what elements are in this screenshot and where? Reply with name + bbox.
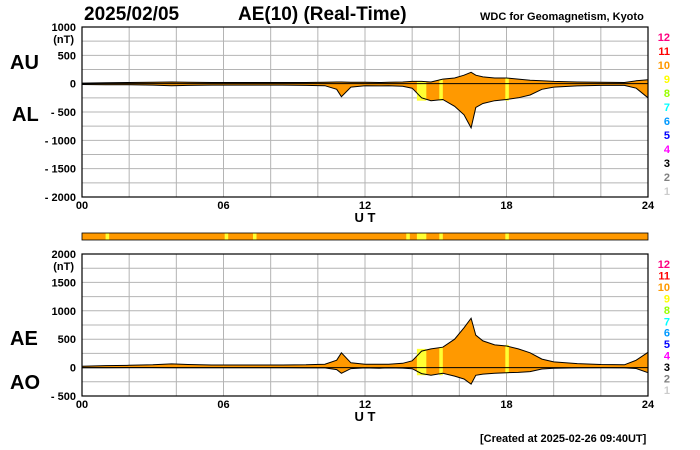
ae-ao-highlight [505, 344, 509, 374]
ae-ao-station-scale-label: 10 [658, 282, 670, 294]
au-al-station-scale-label: 10 [658, 60, 670, 72]
au-al-y-tick-label: - 500 [51, 107, 76, 119]
au-al-x-axis-label: U T [355, 210, 376, 225]
ae-ao-highlight [416, 348, 427, 376]
date-title: 2025/02/05 [84, 4, 180, 25]
ae-ao-x-tick-label: 18 [500, 399, 512, 411]
au-al-station-scale-label: 5 [664, 130, 670, 142]
ae-ao-station-scale-label: 8 [664, 305, 670, 317]
ae-ao-station-scale-label: 2 [664, 374, 670, 386]
station-count-segment [252, 233, 257, 240]
au-al-highlight [439, 79, 443, 101]
au-al-station-scale-label: 7 [664, 102, 670, 114]
station-count-segment [406, 233, 410, 240]
ae-ao-x-axis-label: U T [355, 409, 376, 424]
ao-label: AO [10, 372, 40, 394]
ae-ao-station-scale-label: 1 [664, 385, 670, 397]
au-al-y-tick-label: - 1000 [45, 135, 76, 147]
ae-ao-station-scale-label: 4 [664, 351, 671, 363]
ae-ao-y-tick-label: 500 [58, 334, 76, 346]
ae-ao-station-scale-label: 6 [664, 328, 670, 340]
ae-ao-station-scale-label: 9 [664, 293, 670, 305]
ae-ao-ae-line [81, 317, 649, 367]
ae-ao-y-tick-label: 0 [70, 363, 76, 375]
au-al-station-scale-label: 3 [664, 158, 670, 170]
station-count-bar [81, 232, 649, 241]
au-al-y-tick-label: 0 [70, 79, 76, 91]
created-timestamp: [Created at 2025-02-26 09:40UT] [480, 433, 647, 445]
au-al-station-scale-label: 8 [664, 88, 670, 100]
au-al-station-scale-label: 2 [664, 172, 670, 184]
au-al-x-tick-label: 12 [359, 200, 371, 212]
au-al-x-tick-label: 06 [217, 200, 229, 212]
ae-label: AE [10, 328, 38, 350]
au-al-al-line [81, 84, 649, 130]
index-title: AE(10) (Real-Time) [238, 4, 407, 25]
ae-ao-y-tick-label: 2000 [52, 249, 76, 261]
au-al-au-line [81, 71, 649, 84]
ae-ao-y-tick-label: 1000 [52, 306, 76, 318]
au-al-y-tick-label: - 2000 [45, 192, 76, 204]
source-label: WDC for Geomagnetism, Kyoto [480, 11, 644, 23]
ae-ao-frame [81, 253, 649, 397]
ae-ao-station-scale-label: 7 [664, 316, 670, 328]
au-al-y-tick-label: 500 [58, 50, 76, 62]
ae-ao-highlight [439, 347, 443, 376]
au-al-station-scale-label: 11 [658, 46, 670, 58]
au-al-station-scale-label: 1 [664, 186, 670, 198]
station-count-segment [505, 233, 509, 240]
ae-ao-y-tick-label: - 500 [51, 391, 76, 403]
au-al-y-tick-label: - 1500 [45, 164, 76, 176]
au-al-unit-label: (nT) [53, 34, 74, 46]
ae-ao-station-scale-label: 3 [664, 362, 670, 374]
au-al-frame [81, 26, 649, 198]
au-al-station-scale-label: 9 [664, 74, 670, 86]
au-al-station-scale-label: 6 [664, 116, 670, 128]
station-count-segment [224, 233, 229, 240]
au-al-station-scale-label: 12 [658, 32, 670, 44]
au-al-highlight [416, 81, 427, 101]
au-al-highlight [505, 78, 509, 101]
au-al-x-tick-label: 18 [500, 200, 512, 212]
ae-ao-station-scale-label: 5 [664, 339, 670, 351]
ae-ao-x-tick-label: 12 [359, 399, 371, 411]
station-count-segment [439, 233, 443, 240]
au-label: AU [10, 52, 39, 74]
station-count-segment [105, 233, 110, 240]
ae-ao-x-tick-label: 06 [217, 399, 229, 411]
ae-ao-station-scale-label: 12 [658, 259, 670, 271]
station-count-segment [416, 233, 427, 240]
au-al-station-scale-label: 4 [664, 144, 671, 156]
al-label: AL [12, 104, 39, 126]
au-al-y-tick-label: 1000 [52, 22, 76, 34]
ae-ao-y-tick-label: 1500 [52, 277, 76, 289]
ae-ao-unit-label: (nT) [53, 261, 74, 273]
ae-ao-x-tick-label: 24 [642, 399, 655, 411]
ae-ao-x-tick-label: 00 [76, 399, 88, 411]
au-al-x-tick-label: 24 [642, 200, 655, 212]
au-al-x-tick-label: 00 [76, 200, 88, 212]
ae-ao-station-scale-label: 11 [658, 270, 670, 282]
